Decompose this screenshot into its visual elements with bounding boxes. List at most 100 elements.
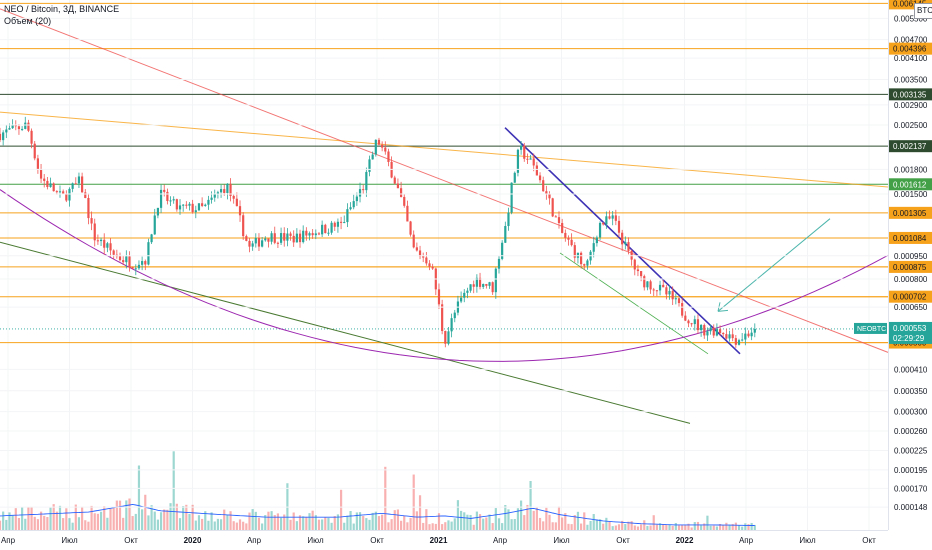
candle-body <box>643 276 646 288</box>
candle-body <box>238 206 242 216</box>
candle-body <box>412 234 415 248</box>
volume-bar <box>722 525 725 530</box>
volume-bar <box>362 516 365 530</box>
symbol-title[interactable]: NEO / Bitcoin, 3Д, BINANCE <box>4 4 120 14</box>
candle-body <box>611 215 614 219</box>
candle-body <box>87 197 90 219</box>
volume-bar <box>24 518 27 530</box>
candle-body <box>182 204 185 206</box>
candle-body <box>352 201 355 208</box>
candle-body <box>125 256 128 263</box>
price-tick-label: 0.000800 <box>894 275 928 284</box>
candle-body <box>295 233 298 243</box>
volume-bar <box>201 518 204 530</box>
volume-bar <box>561 517 564 530</box>
time-axis[interactable]: Апр Июл Окт 2020 Апр Июл Окт 2021 Апр Июл Окт 2022 А… <box>1 536 876 545</box>
candle-body <box>633 259 636 270</box>
candle-body <box>718 329 722 334</box>
volume-bar <box>216 518 220 530</box>
price-tick-label: 0.000195 <box>894 466 928 475</box>
volume-bar <box>11 515 14 530</box>
volume-bar <box>90 505 93 530</box>
volume-bar <box>321 519 324 530</box>
currency-badge[interactable]: BTC <box>914 3 932 19</box>
volume-bar <box>437 513 441 530</box>
level-tag <box>889 290 932 303</box>
current-price-value: 0.000553 <box>893 324 927 333</box>
volume-bar <box>232 521 235 530</box>
projection-arrow <box>717 218 831 312</box>
candle-body <box>583 264 586 266</box>
volume-bar <box>624 524 627 530</box>
candle-body <box>39 169 43 179</box>
volume-bar <box>494 508 497 530</box>
horizontal-levels-layer <box>0 2 888 344</box>
symbol-tag <box>854 322 887 334</box>
volume-bar <box>153 511 156 530</box>
volume-indicator-label[interactable]: Объем (20) <box>4 16 52 26</box>
candle-body <box>185 204 188 206</box>
candle-body <box>491 282 494 293</box>
candle-body <box>655 290 658 292</box>
level-tag <box>889 140 932 153</box>
candle-body <box>131 267 134 269</box>
volume-bar <box>516 508 520 530</box>
candle-body <box>33 143 36 159</box>
candle-body <box>684 315 687 321</box>
volume-bar <box>557 506 561 530</box>
candle-body <box>289 233 292 236</box>
volume-bar <box>700 525 703 530</box>
candle-body <box>415 247 418 251</box>
volume-bar <box>17 517 21 530</box>
volume-bar <box>207 520 210 530</box>
candle-body <box>598 222 602 238</box>
price-axis[interactable]: 0.005500 0.004700 0.004100 0.003500 0.002900… <box>0 14 928 512</box>
candle-body <box>219 189 223 193</box>
candle-body <box>576 252 580 258</box>
candle-body <box>614 215 617 221</box>
candle-body <box>377 139 381 145</box>
candle-body <box>213 194 216 198</box>
candle-body <box>567 237 570 240</box>
volume-bar <box>475 511 478 530</box>
volume-bar <box>583 512 586 530</box>
volume-bar <box>605 517 608 530</box>
price-tick-label: 0.000148 <box>894 503 928 512</box>
volume-bar <box>554 522 557 530</box>
candle-body <box>207 199 210 205</box>
volume-bar <box>545 507 548 530</box>
candle-body <box>276 242 280 244</box>
volume-bar <box>118 500 122 530</box>
candle-body <box>668 290 671 295</box>
candle-body <box>396 183 400 189</box>
volume-bar <box>150 505 153 530</box>
candle-body <box>428 263 431 267</box>
candle-body <box>327 232 330 234</box>
current-price-tag <box>889 321 932 344</box>
volume-bar <box>725 522 728 530</box>
candle-body <box>314 233 317 236</box>
volume-bar <box>368 519 371 530</box>
candle-body <box>554 216 557 218</box>
candle-body <box>674 298 677 300</box>
candle-body <box>172 199 175 201</box>
volume-ma-line <box>0 503 755 526</box>
candle-body <box>144 261 147 265</box>
volume-bar <box>0 520 2 530</box>
candles-layer <box>0 116 756 348</box>
volume-bar <box>627 521 630 530</box>
level-tag-label: 0.000702 <box>893 293 927 302</box>
candle-body <box>333 222 336 227</box>
candle-body <box>298 233 302 243</box>
volume-bar <box>463 512 466 530</box>
volume-bar <box>551 522 554 530</box>
candle-body <box>153 215 156 235</box>
volume-bar <box>21 507 24 530</box>
candle-body <box>725 334 728 339</box>
candle-body <box>406 205 409 222</box>
volume-bar <box>731 523 734 530</box>
volume-bar <box>343 522 346 530</box>
candle-body <box>526 158 529 160</box>
